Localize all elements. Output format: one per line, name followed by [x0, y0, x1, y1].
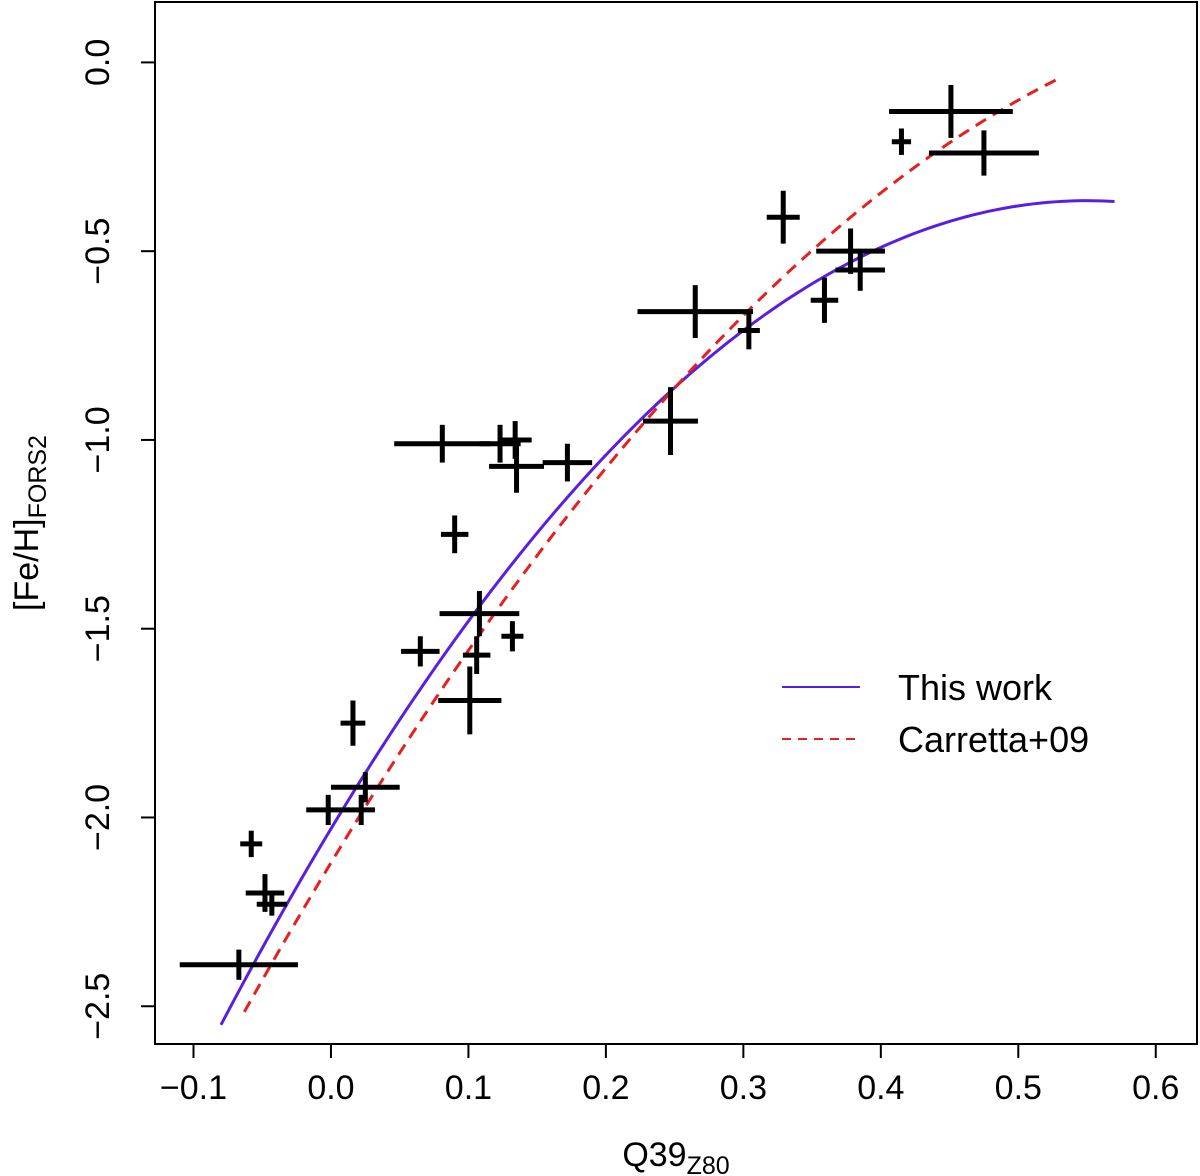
fit-curves: [219, 76, 1115, 1026]
y-tick-label: −2.0: [79, 784, 117, 851]
data-point: [462, 636, 491, 675]
curve-carretta-09: [243, 76, 1061, 1013]
y-axis-label: [Fe/H]FORS2: [8, 435, 52, 611]
data-point: [439, 590, 520, 637]
x-tick-label: 0.4: [857, 1069, 904, 1107]
data-point: [256, 892, 287, 916]
y-tick-label: −1.0: [79, 406, 117, 473]
data-point: [240, 830, 263, 858]
legend-label-carretta: Carretta+09: [898, 719, 1089, 760]
data-point: [928, 130, 1039, 176]
data-points: [179, 85, 1039, 980]
x-tick-label: 0.2: [582, 1069, 629, 1107]
data-point: [816, 228, 885, 274]
x-tick-label: −0.1: [160, 1069, 227, 1107]
data-point: [330, 772, 400, 803]
data-point: [401, 636, 440, 667]
data-point: [394, 424, 491, 463]
data-point: [489, 439, 545, 493]
data-point: [835, 249, 885, 291]
x-tick-label: 0.1: [445, 1069, 492, 1107]
y-axis: −2.5 −2.0 −1.5 −1.0 −0.5 0.0: [79, 39, 155, 1040]
x-tick-label: 0.3: [720, 1069, 767, 1107]
data-point: [637, 285, 753, 339]
plot-frame: [154, 1, 1198, 1045]
data-point: [440, 515, 469, 554]
data-point: [542, 443, 593, 482]
data-point: [501, 621, 524, 652]
data-point: [179, 949, 298, 980]
x-axis-label: Q39Z80: [622, 1136, 729, 1176]
data-point: [340, 700, 366, 746]
data-point: [347, 794, 375, 826]
data-point: [891, 128, 912, 155]
legend-label-this-work: This work: [898, 667, 1053, 708]
y-tick-label: −2.5: [79, 973, 117, 1040]
data-point: [766, 190, 800, 244]
y-tick-label: −1.5: [79, 595, 117, 662]
legend: This work Carretta+09: [782, 667, 1089, 760]
data-point: [438, 666, 502, 735]
data-point: [810, 277, 839, 323]
data-point: [306, 794, 351, 826]
x-axis: −0.1 0.0 0.1 0.2 0.3 0.4 0.5 0.6: [160, 1044, 1179, 1107]
x-tick-label: 0.6: [1132, 1069, 1179, 1107]
y-tick-label: −0.5: [79, 218, 117, 285]
y-tick-label: 0.0: [79, 39, 117, 86]
data-point: [889, 85, 1013, 138]
data-point: [737, 311, 760, 350]
x-tick-label: 0.0: [307, 1069, 354, 1107]
data-point: [643, 387, 698, 456]
x-tick-label: 0.5: [995, 1069, 1042, 1107]
